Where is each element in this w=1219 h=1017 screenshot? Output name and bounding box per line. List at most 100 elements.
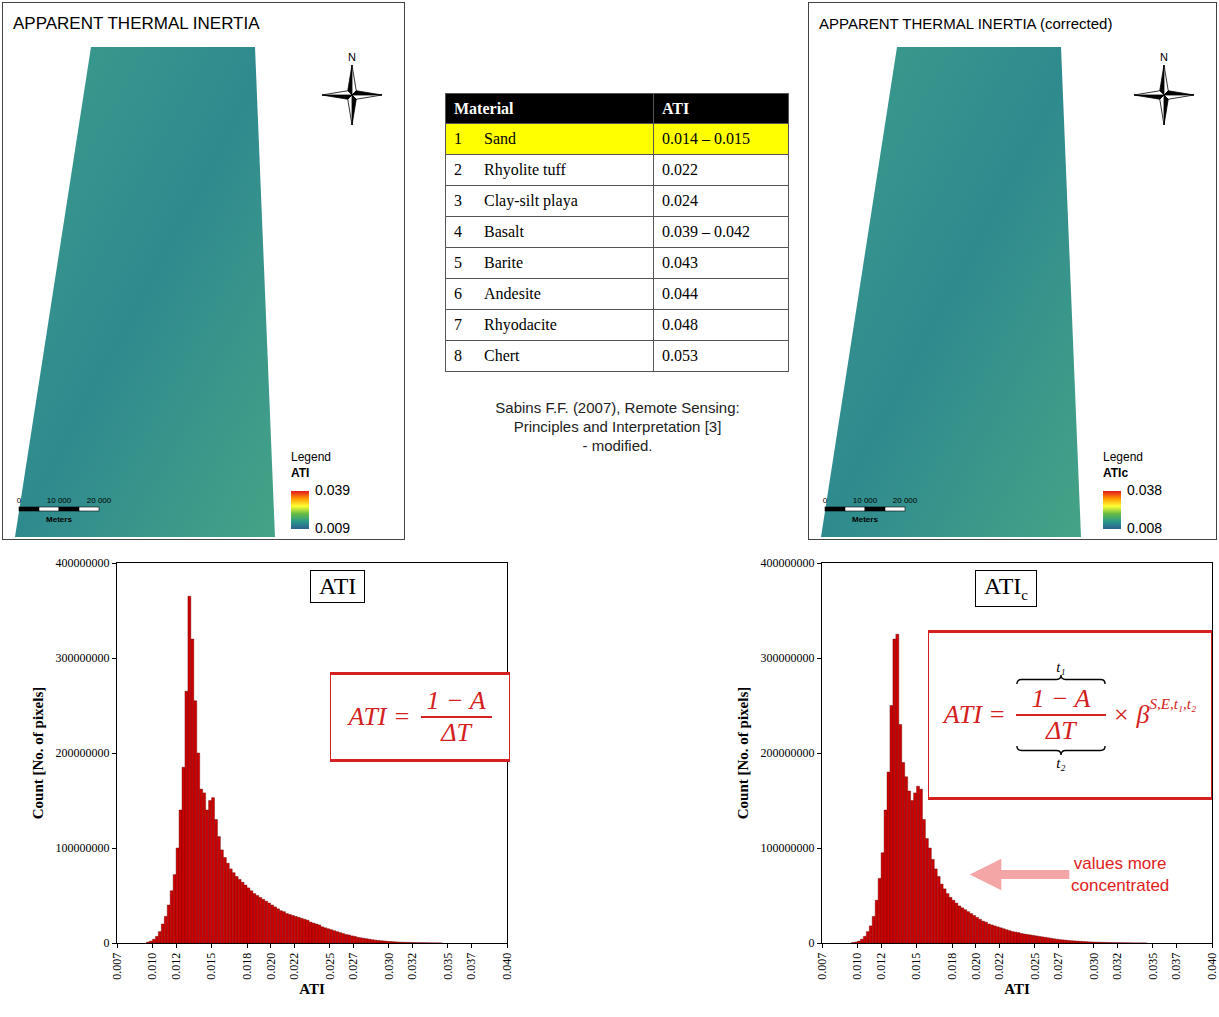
html-text:4: 4	[454, 223, 462, 240]
svg-text:N: N	[348, 51, 356, 63]
html-text:Principles and Interpretation: Principles and Interpretation [3]	[513, 418, 722, 435]
svg-text:0.022: 0.022	[992, 953, 1006, 980]
html-text:Rhyolite tuff: Rhyolite tuff	[484, 161, 566, 178]
svg-text:10 000: 10 000	[853, 496, 878, 505]
svg-text:400000000: 400000000	[56, 556, 110, 570]
svg-text:0.010: 0.010	[145, 953, 159, 980]
svg-text:0.027: 0.027	[1051, 953, 1065, 980]
html-text:ΔT: ΔT	[441, 718, 471, 747]
html-text:Rhyodacite: Rhyodacite	[484, 316, 557, 333]
svg-text:0.007: 0.007	[815, 953, 829, 980]
svg-text:0: 0	[823, 496, 828, 505]
svg-text:0.025: 0.025	[323, 953, 337, 980]
html-text:ATI: ATI	[662, 99, 690, 117]
svg-text:0.030: 0.030	[382, 953, 396, 980]
svg-text:0: 0	[17, 496, 22, 505]
svg-text:20 000: 20 000	[893, 496, 918, 505]
html-text:1: 1	[454, 130, 462, 147]
svg-text:300000000: 300000000	[56, 651, 110, 665]
html-text:t₁: t₁	[1056, 659, 1066, 675]
svg-text:0.018: 0.018	[945, 953, 959, 980]
svg-text:400000000: 400000000	[761, 556, 815, 570]
html-text:0.048: 0.048	[662, 316, 698, 333]
html-text:Barite: Barite	[484, 254, 524, 271]
svg-text:0.015: 0.015	[909, 953, 923, 980]
svg-text:10 000: 10 000	[47, 496, 72, 505]
svg-text:20 000: 20 000	[87, 496, 112, 505]
svg-text:0.030: 0.030	[1087, 953, 1101, 980]
html-text:Chert: Chert	[484, 347, 520, 364]
svg-text:0: 0	[104, 936, 110, 950]
svg-text:N: N	[1160, 51, 1168, 63]
svg-text:100000000: 100000000	[761, 841, 815, 855]
html-text:Clay-silt playa: Clay-silt playa	[484, 192, 578, 209]
svg-text:Legend: Legend	[291, 450, 331, 464]
svg-text:ATI: ATI	[1004, 981, 1030, 997]
html-text:ΔT: ΔT	[1046, 716, 1076, 745]
svg-text:300000000: 300000000	[761, 651, 815, 665]
svg-text:0.039: 0.039	[315, 482, 350, 498]
html-text:ATI =: ATI =	[348, 702, 411, 731]
html-text:Material: Material	[454, 99, 514, 117]
svg-text:0.009: 0.009	[315, 520, 350, 536]
svg-text:ATI: ATI	[299, 981, 325, 997]
svg-text:0.037: 0.037	[1169, 953, 1183, 980]
svg-text:values moreconcentrated: values moreconcentrated	[1071, 854, 1169, 895]
html-text:0.039 – 0.042: 0.039 – 0.042	[662, 223, 750, 240]
svg-text:0.037: 0.037	[464, 953, 478, 980]
html-text:Sabins F.F. (2007), Remote Sen: Sabins F.F. (2007), Remote Sensing:	[495, 399, 740, 416]
svg-text:0.025: 0.025	[1028, 953, 1042, 980]
html-text:0.022: 0.022	[662, 161, 698, 178]
html-text:5: 5	[454, 254, 462, 271]
svg-text:0.007: 0.007	[110, 953, 124, 980]
svg-text:Legend: Legend	[1103, 450, 1143, 464]
html-text:0.014 – 0.015: 0.014 – 0.015	[662, 130, 750, 147]
svg-text:0.012: 0.012	[874, 953, 888, 980]
html-text:1 − A: 1 − A	[426, 686, 486, 715]
svg-text:Meters: Meters	[852, 515, 878, 524]
html-text:Basalt: Basalt	[484, 223, 524, 240]
html-text:Andesite: Andesite	[484, 285, 541, 302]
html-text:- modified.: - modified.	[582, 437, 653, 454]
svg-text:0.020: 0.020	[969, 953, 983, 980]
svg-text:100000000: 100000000	[56, 841, 110, 855]
svg-text:Count [No. of pixels]: Count [No. of pixels]	[735, 687, 751, 820]
html-text:t₂: t₂	[1056, 755, 1066, 771]
svg-text:0.035: 0.035	[441, 953, 455, 980]
svg-text:200000000: 200000000	[56, 746, 110, 760]
svg-text:0.032: 0.032	[1110, 953, 1124, 980]
html-text:0.044: 0.044	[662, 285, 698, 302]
html-text:Sand: Sand	[484, 130, 516, 147]
svg-text:APPARENT THERMAL INERTIA (corr: APPARENT THERMAL INERTIA (corrected)	[819, 15, 1112, 32]
svg-text:0.010: 0.010	[850, 953, 864, 980]
html-text:0.053: 0.053	[662, 347, 698, 364]
svg-text:0.012: 0.012	[169, 953, 183, 980]
svg-text:0.008: 0.008	[1127, 520, 1162, 536]
svg-text:0.040: 0.040	[1205, 953, 1219, 980]
svg-text:0.038: 0.038	[1127, 482, 1162, 498]
html-text:0.024: 0.024	[662, 192, 698, 209]
svg-text:0.035: 0.035	[1146, 953, 1160, 980]
svg-text:Count [No. of pixels]: Count [No. of pixels]	[30, 687, 46, 820]
svg-text:ATIc: ATIc	[1103, 466, 1128, 480]
html-text:3: 3	[454, 192, 462, 209]
svg-text:0.022: 0.022	[287, 953, 301, 980]
svg-text:0.032: 0.032	[405, 953, 419, 980]
svg-text:ATI: ATI	[291, 466, 309, 480]
html-text:2: 2	[454, 161, 462, 178]
html-text:ATI: ATI	[319, 573, 357, 599]
svg-text:0.020: 0.020	[264, 953, 278, 980]
svg-text:0.018: 0.018	[240, 953, 254, 980]
svg-text:APPARENT THERMAL INERTIA: APPARENT THERMAL INERTIA	[13, 14, 260, 33]
html-text:1 − A: 1 − A	[1031, 684, 1091, 713]
svg-text:0.015: 0.015	[204, 953, 218, 980]
svg-text:Meters: Meters	[46, 515, 72, 524]
svg-text:0.040: 0.040	[500, 953, 514, 980]
html-text:ATIc: ATIc	[984, 573, 1028, 603]
html-text:0.043: 0.043	[662, 254, 698, 271]
svg-text:0.027: 0.027	[346, 953, 360, 980]
svg-text:200000000: 200000000	[761, 746, 815, 760]
html-text:× βS,E,t₁,t₂: × βS,E,t₁,t₂	[1113, 696, 1197, 729]
html-text:ATI =: ATI =	[943, 700, 1006, 729]
svg-text:0: 0	[809, 936, 815, 950]
